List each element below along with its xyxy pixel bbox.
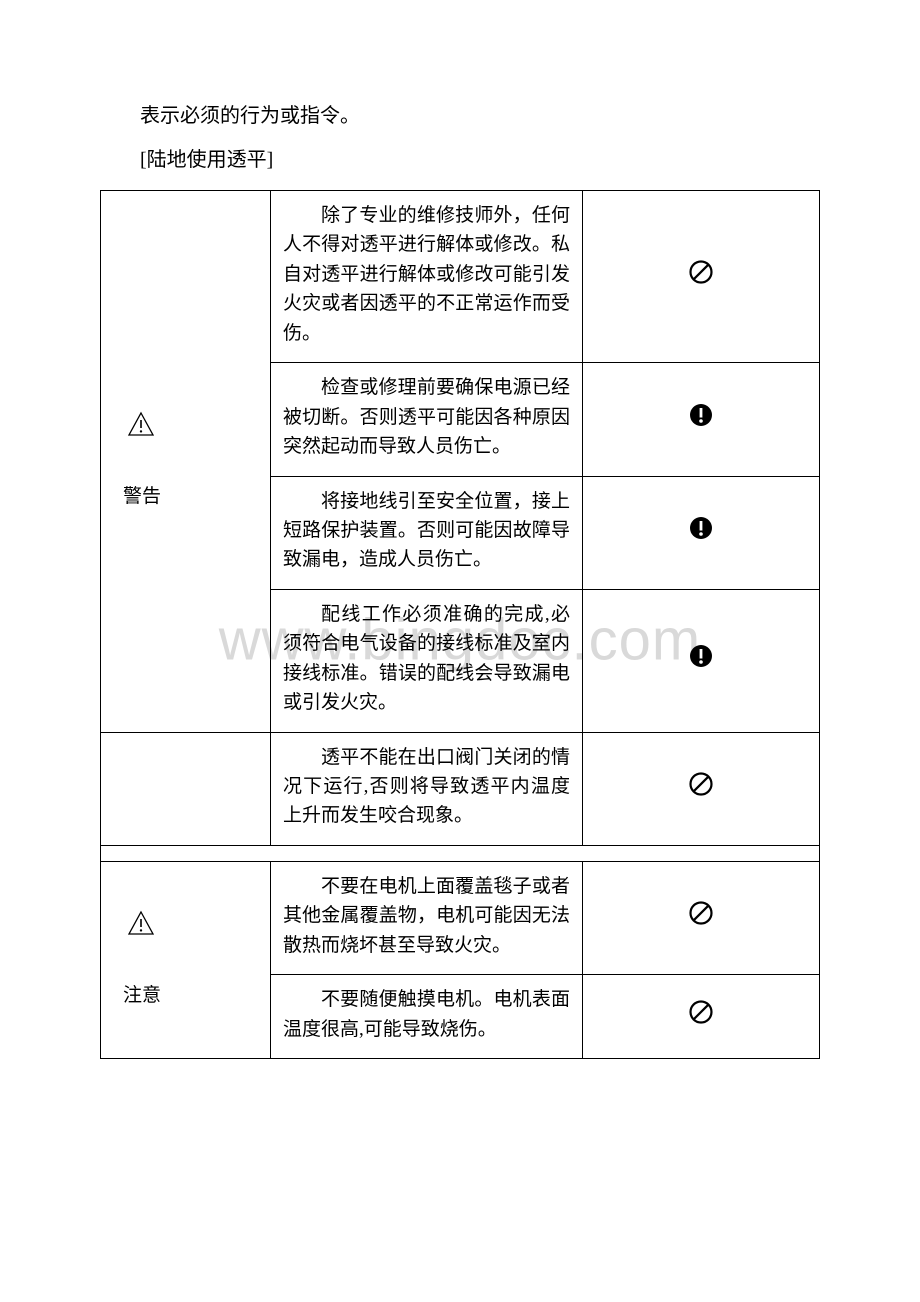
warning-desc: 透平不能在出口阀门关闭的情况下运行,否则将导致透平内温度上升而发生咬合现象。 [271,732,583,845]
row-icon-cell [583,363,820,476]
prohibit-icon [688,1009,714,1030]
warning-desc: 除了专业的维修技师外，任何人不得对透平进行解体或修改。私自对透平进行解体或修改可… [271,191,583,363]
mandatory-icon [689,411,713,432]
row-icon-cell [583,191,820,363]
spacer-row [101,845,820,861]
intro-text: 表示必须的行为或指令。 [140,100,820,132]
row-icon-cell [583,861,820,974]
warning-label-cell: 警告 [101,191,271,733]
table-row: 透平不能在出口阀门关闭的情况下运行,否则将导致透平内温度上升而发生咬合现象。 [101,732,820,845]
section-heading: [陆地使用透平] [140,144,820,176]
caution-desc: 不要随便触摸电机。电机表面温度很高,可能导致烧伤。 [271,975,583,1059]
empty-label-cell [101,732,271,845]
warning-desc: 将接地线引至安全位置，接上短路保护装置。否则可能因故障导致漏电，造成人员伤亡。 [271,476,583,589]
prohibit-icon [688,269,714,290]
warning-triangle-icon [127,910,262,945]
table-row: 警告 除了专业的维修技师外，任何人不得对透平进行解体或修改。私自对透平进行解体或… [101,191,820,363]
safety-table: 警告 除了专业的维修技师外，任何人不得对透平进行解体或修改。私自对透平进行解体或… [100,190,820,1059]
caution-label: 注意 [123,981,262,1010]
spacer-cell [101,845,820,861]
mandatory-icon [689,652,713,673]
caution-label-cell: 注意 [101,861,271,1058]
prohibit-icon [688,910,714,931]
table-row: 注意 不要在电机上面覆盖毯子或者其他金属覆盖物，电机可能因无法散热而烧坏甚至导致… [101,861,820,974]
row-icon-cell [583,975,820,1059]
row-icon-cell [583,476,820,589]
caution-desc: 不要在电机上面覆盖毯子或者其他金属覆盖物，电机可能因无法散热而烧坏甚至导致火灾。 [271,861,583,974]
mandatory-icon [689,524,713,545]
prohibit-icon [688,781,714,802]
warning-desc: 配线工作必须准确的完成,必须符合电气设备的接线标准及室内接线标准。错误的配线会导… [271,589,583,732]
warning-triangle-icon [127,411,262,446]
row-icon-cell [583,732,820,845]
warning-label: 警告 [123,482,262,511]
row-icon-cell [583,589,820,732]
warning-desc: 检查或修理前要确保电源已经被切断。否则透平可能因各种原因突然起动而导致人员伤亡。 [271,363,583,476]
